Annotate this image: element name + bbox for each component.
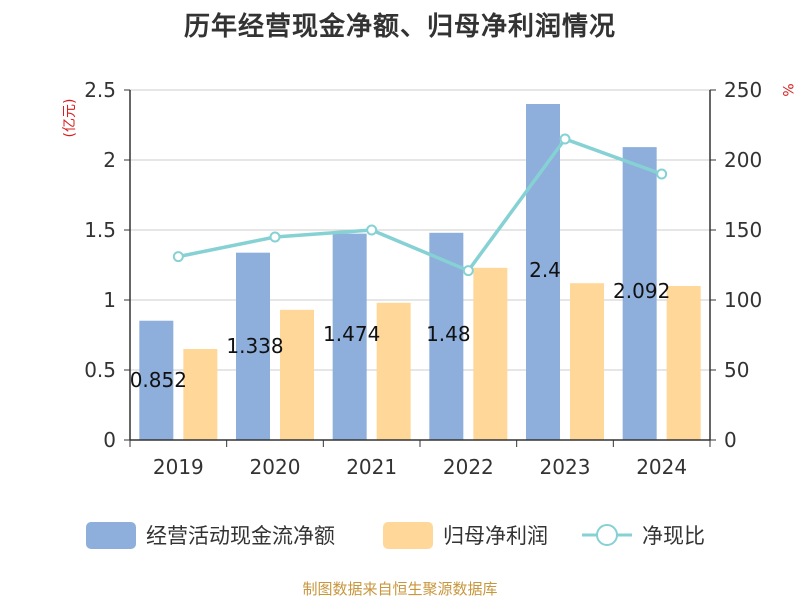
legend-label: 净现比 xyxy=(642,524,705,548)
legend-marker xyxy=(596,524,618,546)
bar xyxy=(183,349,218,440)
left-tick-label: 1.5 xyxy=(84,218,116,242)
right-tick-label: 50 xyxy=(724,358,749,382)
ratio-point xyxy=(366,224,378,236)
bar xyxy=(139,320,174,440)
grid-lines xyxy=(130,89,710,371)
bar xyxy=(570,283,604,440)
legend: 经营活动现金流净额 归母净利润 净现比 xyxy=(86,522,705,549)
right-tick-label: 250 xyxy=(724,78,762,102)
right-axis-unit: % xyxy=(779,83,795,96)
bar xyxy=(332,233,367,440)
left-tick-label: 2.5 xyxy=(84,78,116,102)
left-tick-label: 0.5 xyxy=(84,358,116,382)
bar xyxy=(622,147,657,440)
x-tick-label: 2020 xyxy=(250,455,301,479)
chart-title: 历年经营现金净额、归母净利润情况 xyxy=(183,12,616,42)
ratio-point xyxy=(269,231,281,243)
data-label: 0.852 xyxy=(130,368,187,392)
data-label: 1.338 xyxy=(226,334,283,358)
x-tick-label: 2022 xyxy=(443,455,494,479)
bar xyxy=(376,302,411,440)
x-tick-label: 2021 xyxy=(346,455,397,479)
bar xyxy=(236,252,270,440)
bars xyxy=(139,104,701,440)
legend-label: 归母净利润 xyxy=(443,524,548,548)
bar xyxy=(473,267,508,440)
legend-swatch xyxy=(383,522,433,549)
axes: 0 0.5 1 1.5 2 2.5 0 50 100 150 200 250 (亿元)% 2019 2020… xyxy=(62,78,795,479)
x-tick-label: 2024 xyxy=(636,455,687,479)
right-tick-label: 0 xyxy=(724,428,737,452)
data-label: 1.474 xyxy=(323,322,380,346)
data-label: 2.4 xyxy=(529,258,561,282)
left-tick-label: 1 xyxy=(103,288,116,312)
source-note: 制图数据来自恒生聚源数据库 xyxy=(302,580,498,598)
bar xyxy=(526,104,560,440)
x-tick-label: 2023 xyxy=(540,455,591,479)
left-axis-unit: (亿元) xyxy=(62,99,78,138)
legend-swatch xyxy=(86,522,136,549)
ratio-point xyxy=(462,265,474,277)
bar xyxy=(666,286,701,440)
left-tick-label: 2 xyxy=(103,148,116,172)
right-tick-label: 200 xyxy=(724,148,762,172)
ratio-point xyxy=(559,133,571,145)
ratio-point xyxy=(656,168,668,180)
x-tick-label: 2019 xyxy=(153,455,204,479)
right-tick-label: 150 xyxy=(724,218,762,242)
data-label: 2.092 xyxy=(613,279,670,303)
left-tick-label: 0 xyxy=(103,428,116,452)
ratio-line-path xyxy=(177,136,663,273)
data-labels: 0.852 1.338 1.474 1.48 2.4 2.092 xyxy=(130,258,671,392)
ratio-point xyxy=(172,251,184,263)
ratio-line xyxy=(172,133,668,277)
legend-label: 经营活动现金流净额 xyxy=(146,524,335,548)
right-tick-label: 100 xyxy=(724,288,762,312)
bar xyxy=(280,309,314,440)
data-label: 1.48 xyxy=(426,322,471,346)
